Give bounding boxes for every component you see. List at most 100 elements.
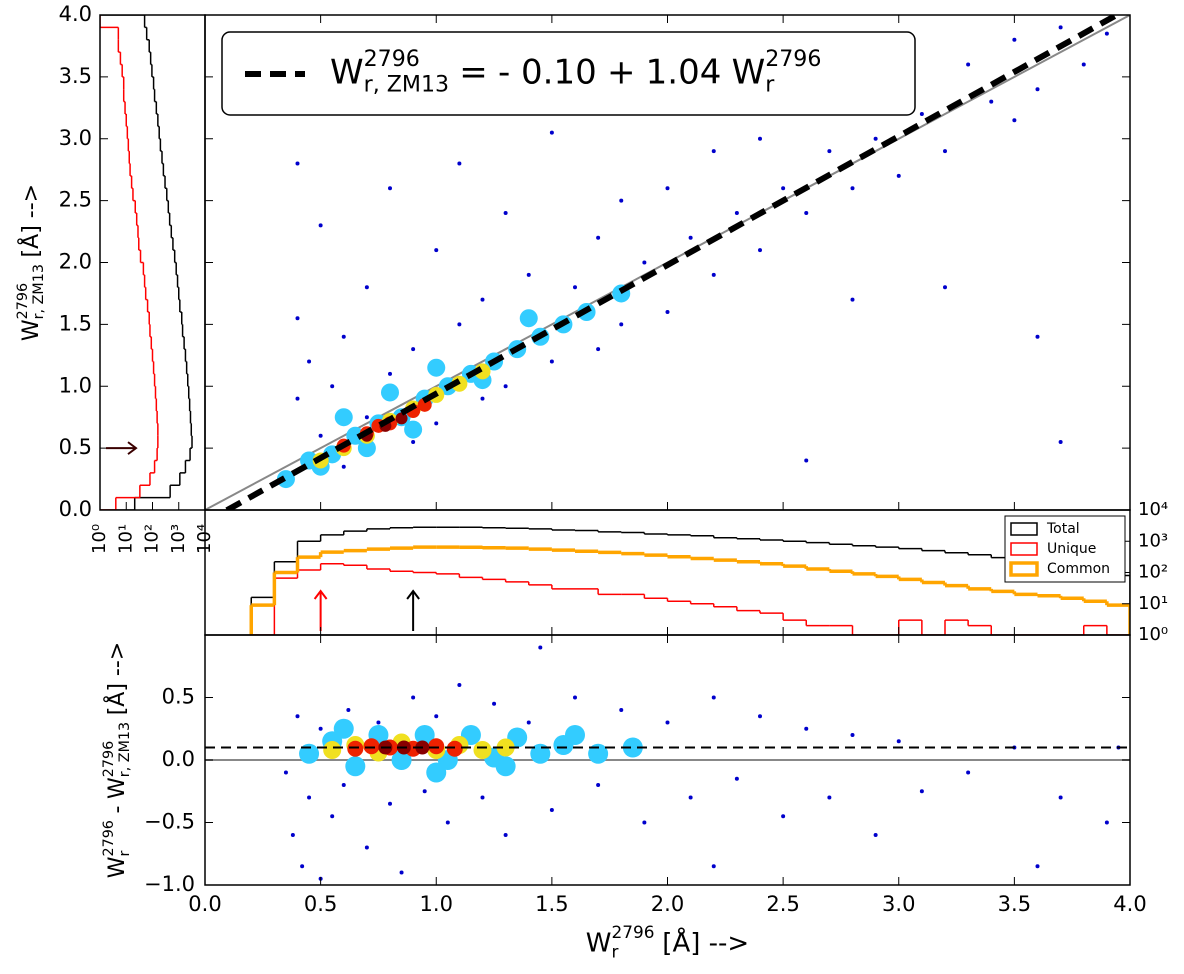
data-point: [473, 741, 492, 759]
data-point: [711, 272, 716, 277]
data-point: [781, 814, 786, 819]
legend-label: Common: [1047, 561, 1110, 577]
label-part: -: [105, 806, 130, 814]
data-point: [526, 720, 531, 725]
data-point: [333, 718, 354, 739]
label-part: r: [612, 941, 619, 961]
legend-box: [221, 31, 916, 116]
label-part: 2796: [364, 46, 420, 72]
data-point: [307, 359, 312, 364]
y-tick-label: 10²: [1138, 562, 1168, 583]
data-point: [318, 433, 323, 438]
data-point: [1058, 795, 1063, 800]
data-point: [966, 770, 971, 775]
data-point: [1035, 334, 1040, 339]
y-tick-label: 3.0: [59, 126, 92, 150]
y-tick-label: 1.0: [59, 373, 92, 397]
label-part: r, ZM13: [364, 71, 449, 97]
data-point: [1081, 62, 1086, 67]
data-point: [295, 396, 300, 401]
data-point: [411, 347, 416, 352]
legend-swatch: [1010, 522, 1038, 536]
data-point: [364, 285, 369, 290]
data-point: [804, 458, 809, 463]
data-point: [428, 738, 445, 755]
y-tick-label: 10⁴: [1138, 499, 1168, 520]
data-point: [404, 420, 423, 439]
data-point: [588, 743, 609, 764]
y-tick-label: 0.5: [59, 435, 92, 459]
data-point: [411, 439, 416, 444]
data-point: [457, 683, 462, 687]
y-tick-label: 0.0: [162, 747, 195, 771]
data-point: [549, 130, 554, 135]
label-part: 2796: [15, 283, 31, 319]
label-part: W: [19, 319, 44, 341]
x-tick-label: 2.0: [651, 892, 684, 916]
data-point: [295, 714, 300, 719]
label-part: W: [586, 929, 612, 959]
y-tick-label: 0.5: [162, 685, 195, 709]
label-part: W: [105, 777, 130, 799]
data-point: [1104, 820, 1109, 825]
y-tick-label: 0.0: [59, 497, 92, 521]
data-point: [364, 415, 369, 420]
label-part: r: [117, 850, 133, 856]
legend-label: Total: [1046, 521, 1080, 537]
data-point: [422, 789, 427, 794]
label-part: W: [732, 53, 766, 93]
data-point: [896, 739, 901, 744]
x-tick-label: 10²: [142, 524, 163, 554]
data-point: [619, 198, 624, 203]
label-part: 2796: [101, 820, 117, 856]
data-point: [341, 334, 346, 339]
data-point: [363, 738, 380, 755]
data-point: [391, 750, 412, 770]
label-part: W: [330, 53, 364, 93]
data-point: [1058, 25, 1063, 30]
data-point: [427, 358, 446, 377]
data-point: [414, 725, 435, 745]
data-point: [896, 173, 901, 178]
points: [283, 645, 1121, 881]
data-point: [399, 870, 404, 875]
data-point: [341, 464, 346, 469]
data-point: [323, 741, 342, 759]
x-tick-label: 1.0: [420, 892, 453, 916]
data-point: [276, 470, 295, 489]
x-tick-label: 10³: [168, 524, 189, 554]
data-point: [665, 310, 670, 314]
data-point: [688, 235, 693, 240]
data-point: [346, 708, 351, 712]
x-tick-label: 3.0: [882, 892, 915, 916]
label-part: r, ZM13: [31, 264, 47, 319]
data-point: [850, 297, 855, 302]
data-point: [457, 322, 462, 327]
histogram: [100, 15, 193, 510]
x-tick-label: 1.5: [535, 892, 568, 916]
data-point: [827, 149, 832, 154]
arrow-head: [313, 589, 328, 600]
data-point: [283, 770, 288, 775]
data-point: [804, 726, 809, 731]
data-point: [330, 384, 335, 389]
data-point: [480, 795, 485, 800]
data-point: [434, 248, 439, 253]
data-point: [943, 285, 947, 290]
label-part: [Å] -->: [17, 184, 44, 258]
data-point: [503, 384, 508, 389]
data-point: [290, 833, 295, 837]
data-point: [530, 743, 551, 764]
y-tick-label: 10⁰: [1138, 624, 1168, 645]
y-tick-label: 1.5: [59, 311, 92, 335]
label-part: 2796: [765, 46, 821, 72]
data-point: [1012, 118, 1017, 123]
data-point: [503, 211, 508, 215]
data-point: [538, 645, 543, 650]
data-point: [519, 309, 538, 328]
x-tick-label: 10¹: [115, 524, 136, 554]
label-part: r: [765, 71, 775, 97]
